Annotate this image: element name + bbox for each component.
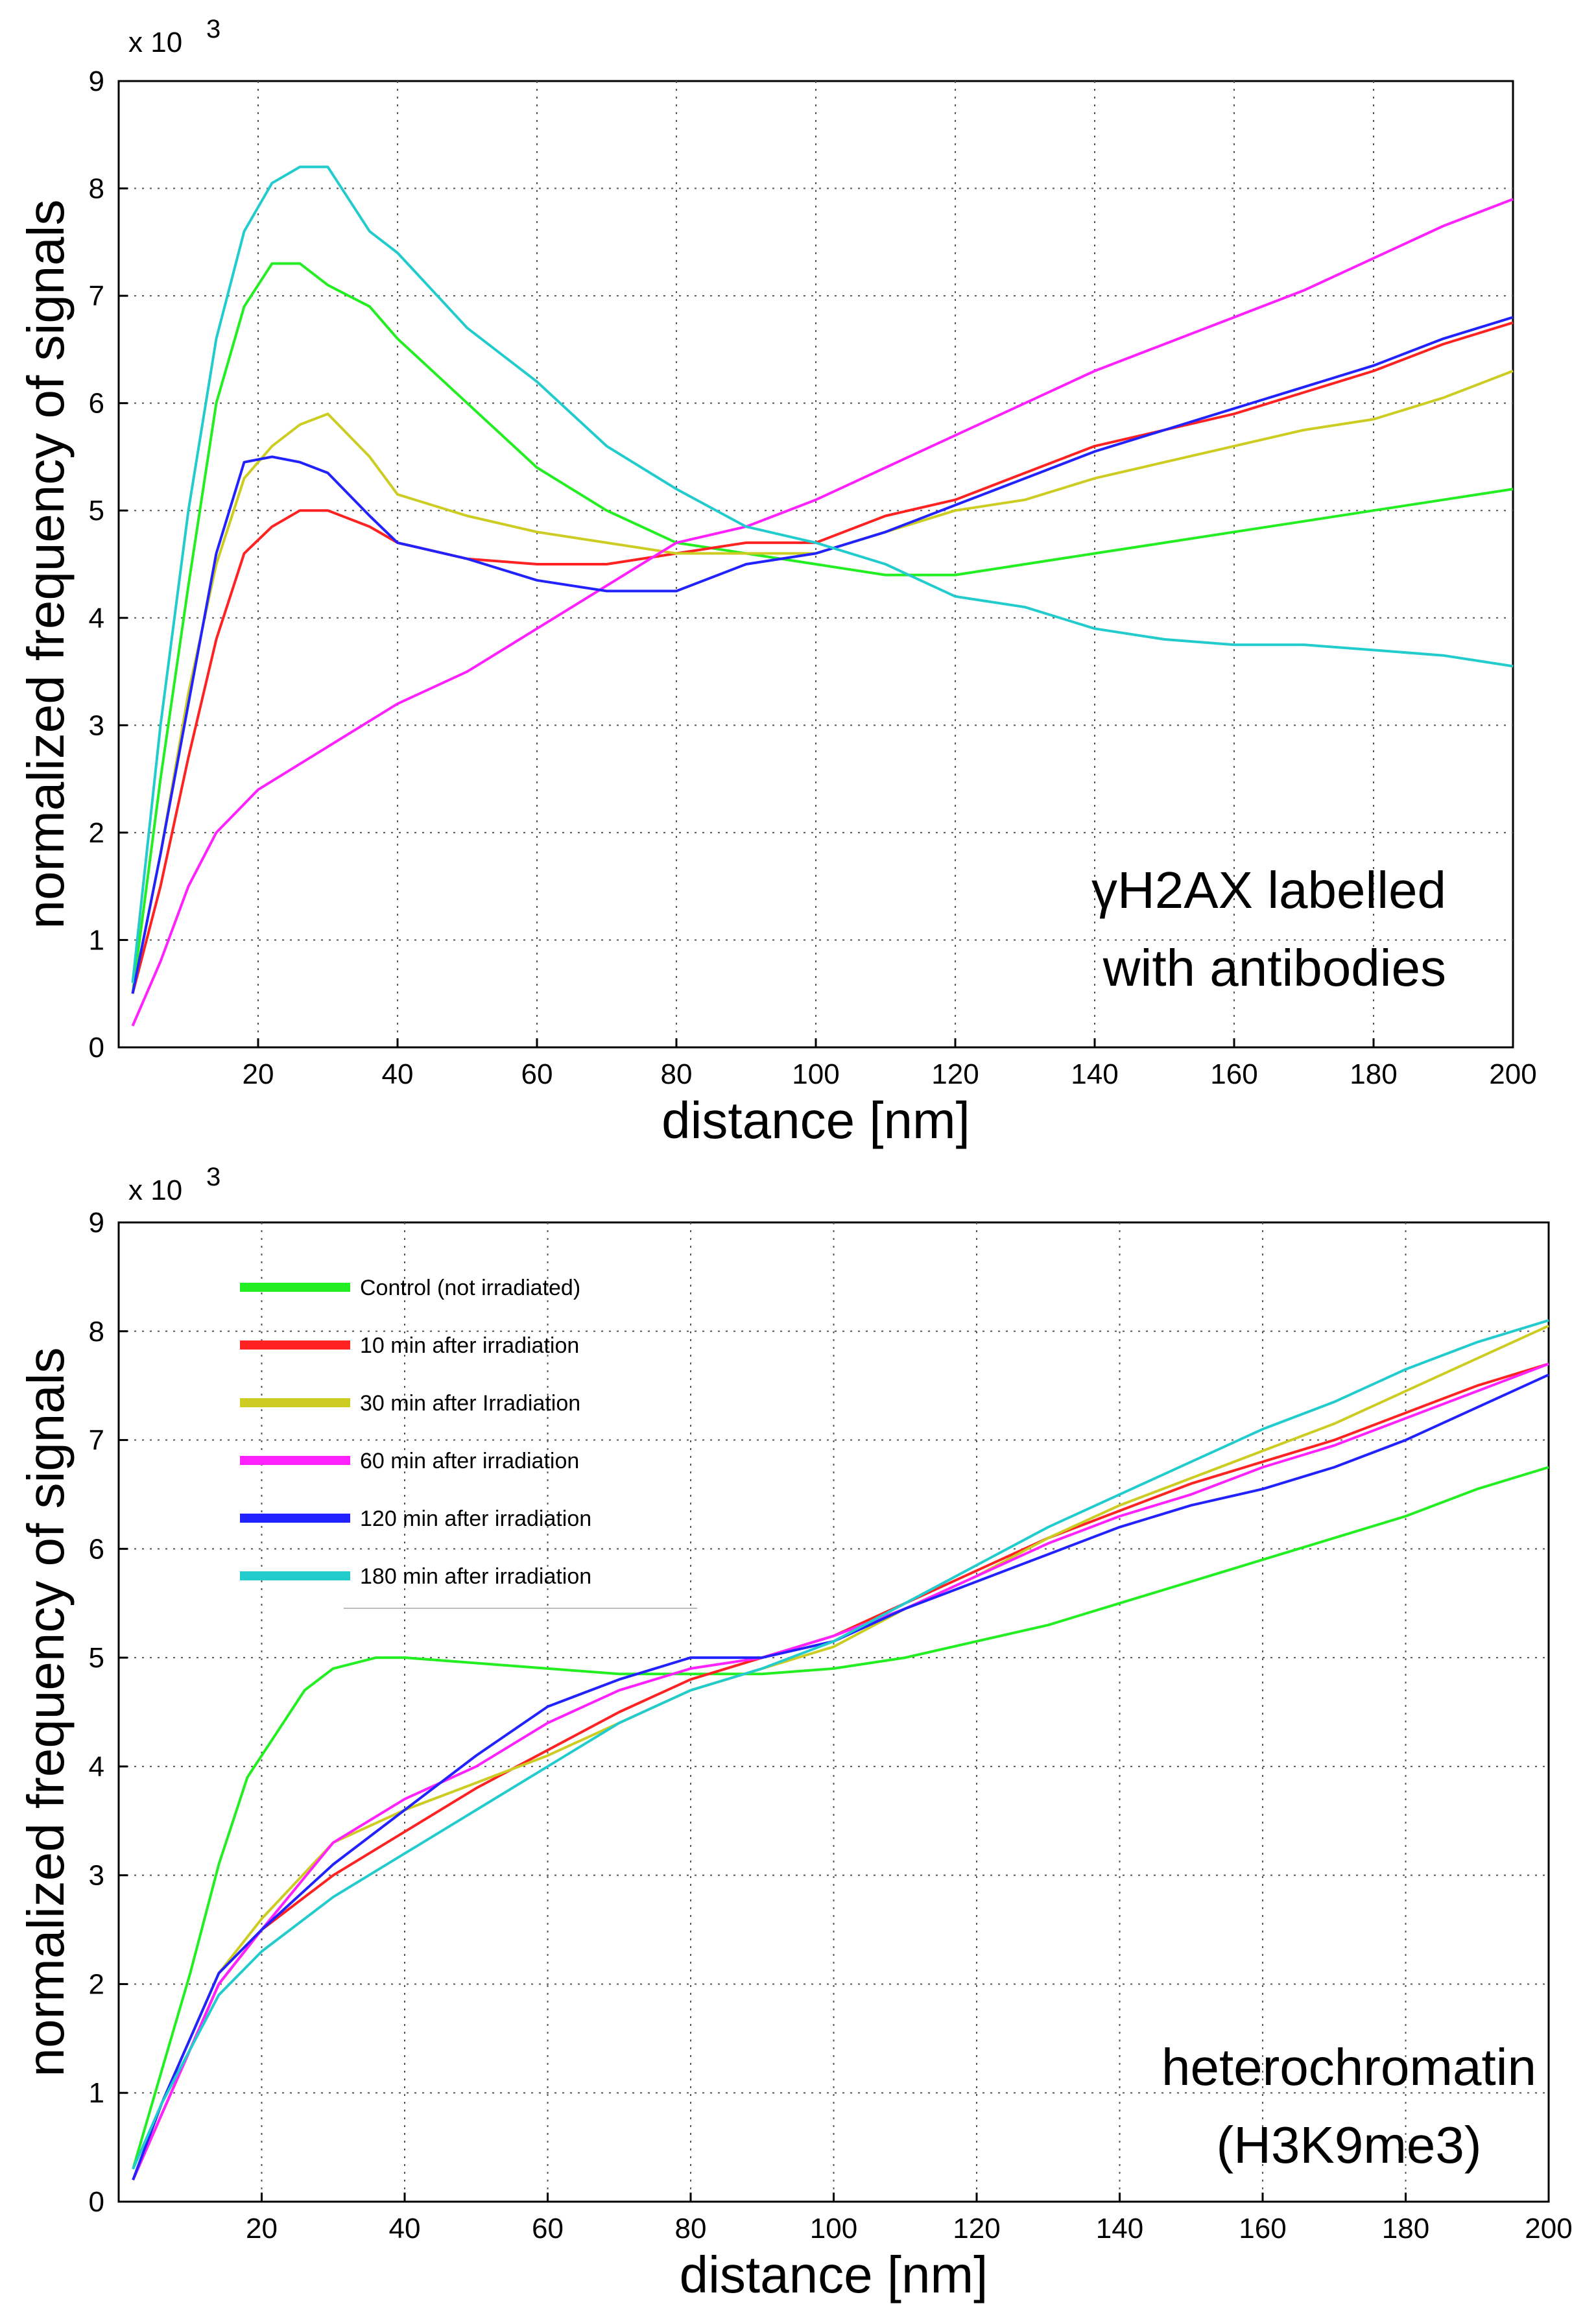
y-tick-label: 5 — [89, 495, 104, 527]
chart-bottom-heterochromatin: 20 40 60 80 100 120 140 160 180 200 0 1 2 3 4 5 6 7 8 9 x 10… — [17, 1163, 1573, 2303]
legend-label: 10 min after irradiation — [360, 1333, 579, 1358]
x-tick-label: 60 — [532, 2213, 564, 2244]
series-line-0 — [131, 262, 1514, 994]
x-tick-label: 100 — [792, 1058, 839, 1090]
chart-annotation-line: (H3K9me3) — [1216, 2116, 1481, 2174]
legend-label: 30 min after Irradiation — [360, 1391, 580, 1416]
series-line-4 — [132, 1374, 1549, 2181]
chart-annotation-line: with antibodies — [1102, 939, 1446, 997]
x-axis-label: distance [nm] — [661, 1091, 970, 1149]
y-exponent-label: x 10 — [128, 27, 182, 58]
plot-frame — [117, 1221, 1550, 2203]
x-tick-label: 160 — [1210, 1058, 1257, 1090]
y-tick-label: 5 — [89, 1642, 104, 1674]
y-tick-label: 8 — [89, 1316, 104, 1348]
series-line-1 — [131, 321, 1514, 994]
x-tick-label: 120 — [931, 1058, 979, 1090]
x-tick-label: 200 — [1489, 1058, 1536, 1090]
y-axis-label: normalized frequency of signals — [17, 1347, 75, 2077]
x-tick-label: 140 — [1096, 2213, 1143, 2244]
series-line-5 — [132, 1319, 1549, 2170]
y-tick-label: 3 — [89, 1860, 104, 1892]
y-tick-label: 7 — [89, 280, 104, 312]
y-exponent-label: x 10 — [128, 1174, 182, 1206]
x-tick-label: 80 — [675, 2213, 707, 2244]
chart-annotation-line: heterochromatin — [1161, 2038, 1536, 2096]
y-tick-label: 0 — [89, 2186, 104, 2218]
y-exponent-power: 3 — [206, 15, 220, 43]
y-tick-label: 8 — [89, 173, 104, 205]
chart-annotation-line: γH2AX labelled — [1091, 861, 1446, 919]
x-tick-label: 20 — [246, 2213, 278, 2244]
x-tick-label: 40 — [382, 1058, 414, 1090]
y-tick-label: 2 — [89, 817, 104, 849]
x-tick-label: 20 — [243, 1058, 274, 1090]
y-axis-label: normalized frequency of signals — [17, 199, 75, 929]
y-tick-label: 9 — [89, 1207, 104, 1239]
legend-label: 120 min after irradiation — [360, 1506, 591, 1531]
x-tick-label: 80 — [661, 1058, 693, 1090]
y-tick-label: 1 — [89, 2077, 104, 2109]
x-tick-label: 60 — [521, 1058, 553, 1090]
legend-label: 60 min after irradiation — [360, 1449, 579, 1473]
y-tick-label: 6 — [89, 388, 104, 420]
y-tick-label: 2 — [89, 1968, 104, 2000]
legend-label: 180 min after irradiation — [360, 1564, 591, 1589]
legend-label: Control (not irradiated) — [360, 1276, 580, 1300]
x-tick-label: 120 — [953, 2213, 1000, 2244]
y-tick-label: 3 — [89, 709, 104, 741]
chart-top-gh2ax: 20 40 60 80 100 120 140 160 180 200 0 1 2 3 4 5 6 7 8 9 x 10… — [17, 15, 1537, 1149]
y-tick-label: 7 — [89, 1425, 104, 1457]
series-line-2 — [131, 370, 1514, 994]
y-tick-label: 0 — [89, 1032, 104, 1064]
y-tick-label: 9 — [89, 65, 104, 97]
x-tick-label: 180 — [1350, 1058, 1397, 1090]
y-tick-label: 4 — [89, 602, 104, 634]
y-tick-label: 1 — [89, 924, 104, 956]
y-tick-label: 6 — [89, 1533, 104, 1565]
y-tick-label: 4 — [89, 1751, 104, 1783]
x-tick-label: 200 — [1525, 2213, 1572, 2244]
x-tick-label: 100 — [810, 2213, 857, 2244]
x-axis-label: distance [nm] — [680, 2246, 988, 2303]
series-line-5 — [131, 165, 1514, 983]
x-tick-label: 160 — [1239, 2213, 1286, 2244]
x-tick-label: 140 — [1071, 1058, 1118, 1090]
series-line-4 — [131, 316, 1514, 994]
series-line-0 — [132, 1466, 1549, 2170]
y-exponent-power: 3 — [206, 1163, 220, 1191]
x-tick-label: 40 — [389, 2213, 421, 2244]
x-tick-label: 180 — [1382, 2213, 1429, 2244]
